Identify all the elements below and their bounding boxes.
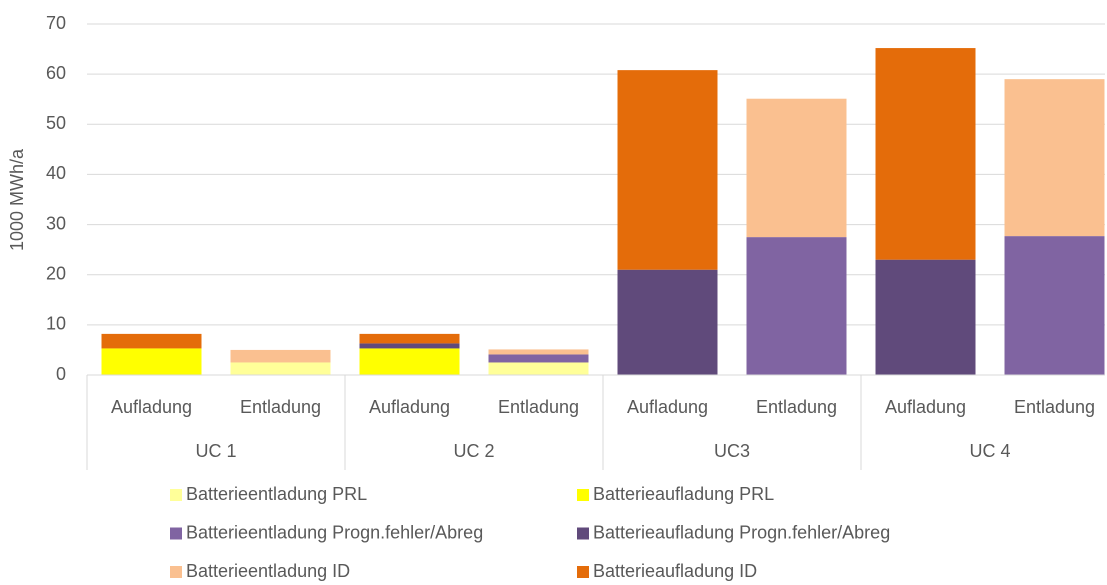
bar-segment xyxy=(230,362,331,375)
group-label: UC 2 xyxy=(453,441,494,461)
y-tick-label: 60 xyxy=(46,63,66,83)
x-tick-label: Aufladung xyxy=(369,397,450,417)
bar-segment xyxy=(1004,236,1105,375)
bar-segment xyxy=(746,237,847,375)
x-tick-label: Entladung xyxy=(240,397,321,417)
bar-segment xyxy=(875,48,976,260)
bar-segment xyxy=(359,333,460,344)
x-tick-label: Aufladung xyxy=(627,397,708,417)
legend-label: Batterieentladung Progn.fehler/Abreg xyxy=(186,522,483,542)
y-axis-label: 1000 MWh/a xyxy=(7,148,27,251)
bar-segment xyxy=(230,349,331,363)
legend-swatch xyxy=(577,527,589,540)
bar-segment xyxy=(488,362,589,375)
legend-swatch xyxy=(577,489,589,501)
x-tick-label: Entladung xyxy=(1014,397,1095,417)
bar-segment xyxy=(617,70,718,270)
bar-segment xyxy=(359,343,460,349)
x-tick-label: Aufladung xyxy=(111,397,192,417)
y-tick-label: 40 xyxy=(46,163,66,183)
x-tick-label: Entladung xyxy=(498,397,579,417)
bar-segment xyxy=(746,98,847,238)
bar-segment xyxy=(101,333,202,349)
y-tick-label: 70 xyxy=(46,13,66,33)
y-tick-label: 20 xyxy=(46,263,66,283)
bar-segment xyxy=(488,354,589,363)
legend-swatch xyxy=(577,566,589,578)
bar-segment xyxy=(488,349,589,355)
legend-label: Batterieaufladung Progn.fehler/Abreg xyxy=(593,522,890,542)
y-tick-label: 0 xyxy=(56,364,66,384)
legend-swatch xyxy=(170,489,182,501)
legend-swatch xyxy=(170,527,182,540)
group-label: UC 4 xyxy=(969,441,1010,461)
legend-label: Batterieaufladung PRL xyxy=(593,484,774,504)
y-tick-label: 50 xyxy=(46,113,66,133)
bar-segment xyxy=(101,348,202,375)
group-label: UC3 xyxy=(714,441,750,461)
y-tick-label: 10 xyxy=(46,314,66,334)
x-tick-label: Aufladung xyxy=(885,397,966,417)
legend-label: Batterieentladung PRL xyxy=(186,484,367,504)
bar-segment xyxy=(1004,79,1105,237)
bar-segment xyxy=(617,269,718,375)
y-tick-label: 30 xyxy=(46,213,66,233)
legend-swatch xyxy=(170,566,182,578)
bar-segment xyxy=(359,348,460,375)
bar-segment xyxy=(875,259,976,375)
group-label: UC 1 xyxy=(195,441,236,461)
legend-label: Batterieentladung ID xyxy=(186,561,350,581)
x-tick-label: Entladung xyxy=(756,397,837,417)
legend-label: Batterieaufladung ID xyxy=(593,561,757,581)
